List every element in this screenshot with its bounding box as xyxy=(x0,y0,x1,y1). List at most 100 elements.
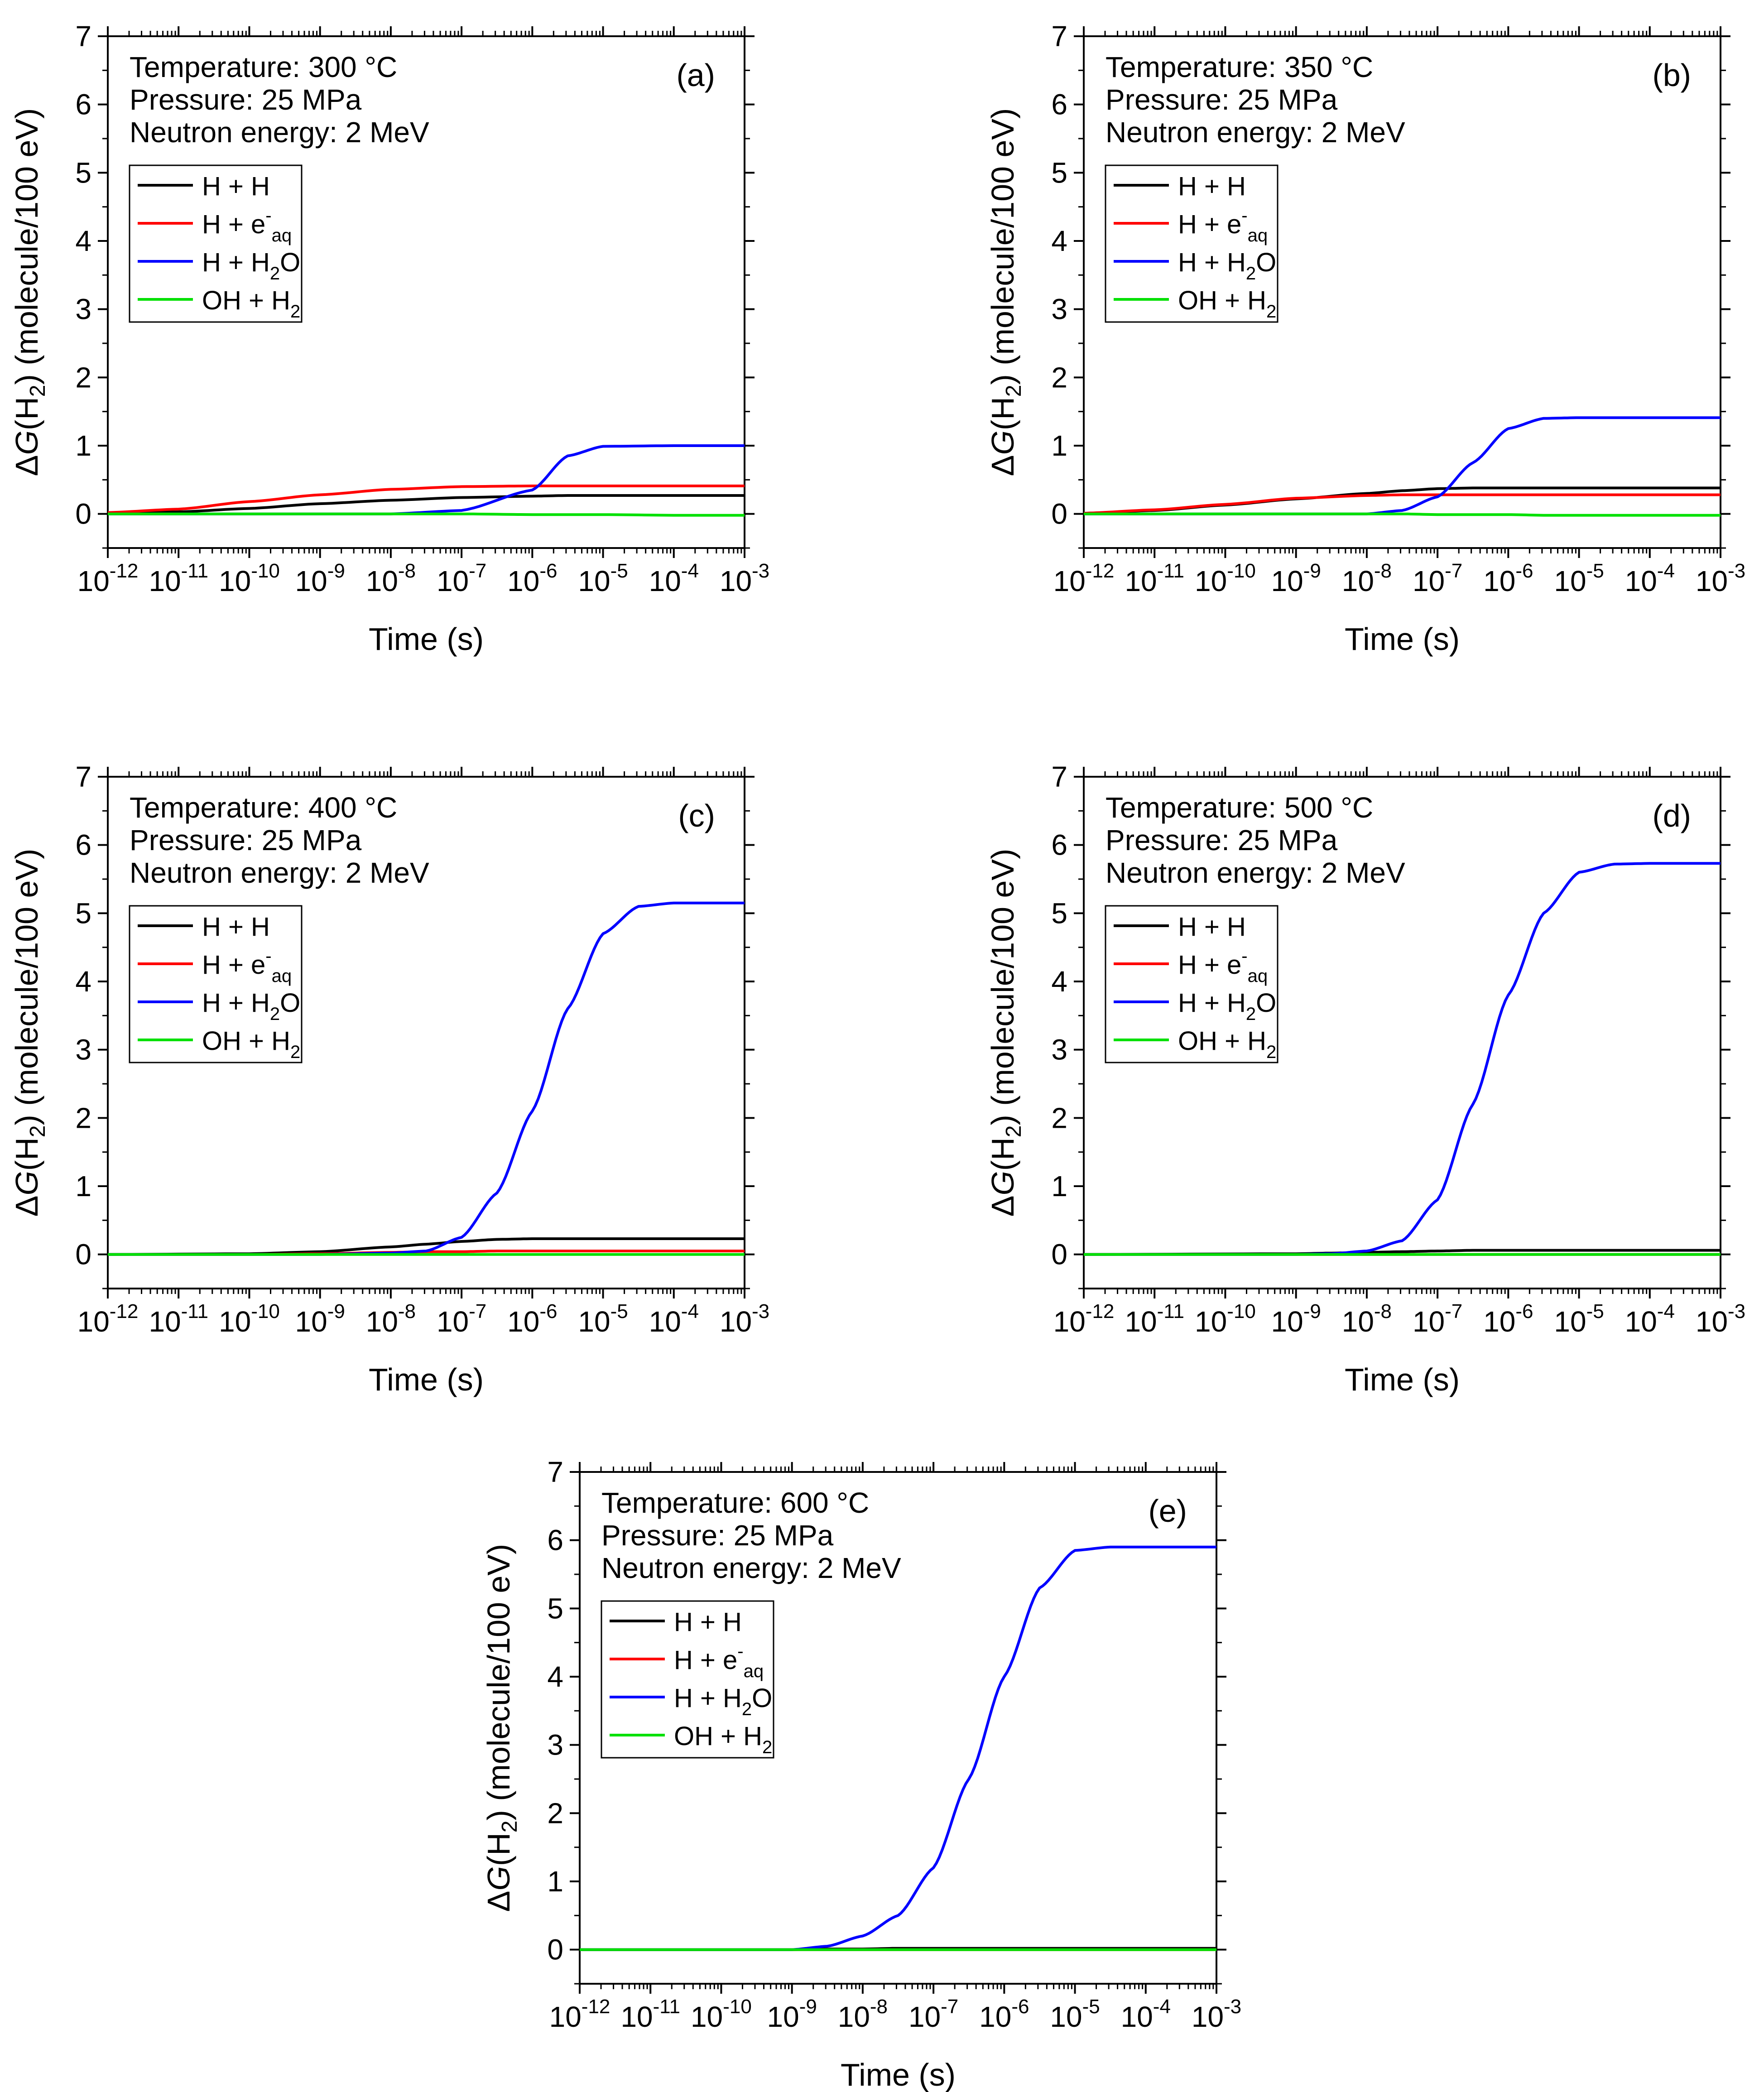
x-tick-label: 10-3 xyxy=(720,560,769,597)
annotation-line: Temperature: 300 °C xyxy=(130,51,397,83)
series-group xyxy=(580,1545,1216,1951)
y-axis-title: ΔG(H2) (molecule/100 eV) xyxy=(481,1544,522,1912)
legend-entry: H + H2O xyxy=(1178,988,1276,1024)
x-tick-label: 10-12 xyxy=(1053,560,1115,597)
y-tick-label: 6 xyxy=(547,1524,563,1557)
legend-entry: H + e-aq xyxy=(1178,206,1268,245)
x-tick-label: 10-10 xyxy=(219,560,280,597)
series-line-h-h2o xyxy=(1084,416,1721,515)
legend-entry: OH + H2 xyxy=(1178,286,1276,322)
y-tick-label: 0 xyxy=(75,1238,91,1271)
series-group xyxy=(1084,862,1721,1256)
annotation-line: Neutron energy: 2 MeV xyxy=(1106,116,1405,149)
legend-entry: H + e-aq xyxy=(674,1641,764,1681)
x-tick-label: 10-4 xyxy=(649,1300,699,1338)
y-axis-title: ΔG(H2) (molecule/100 eV) xyxy=(9,108,50,476)
chart-panel-e: 10-12 10-11 10-10 10-9 10-8 10-7 10-6 10-5 10-4 1… xyxy=(481,1456,1241,2092)
panel-label: (e) xyxy=(1148,1493,1187,1529)
y-tick-label: 5 xyxy=(1051,156,1067,189)
annotation-line: Pressure: 25 MPa xyxy=(601,1519,834,1552)
x-axis-title: Time (s) xyxy=(1345,1362,1460,1397)
x-tick-label: 10-6 xyxy=(1483,560,1533,597)
panel-label: (c) xyxy=(678,798,715,833)
x-tick-label: 10-10 xyxy=(1195,1300,1256,1338)
legend-entry: OH + H2 xyxy=(1178,1026,1276,1062)
y-tick-label: 0 xyxy=(1051,1238,1067,1271)
chart-panel-b: 10-12 10-11 10-10 10-9 10-8 10-7 10-6 10-5 10-4 1… xyxy=(985,20,1745,657)
y-axis-title: ΔG(H2) (molecule/100 eV) xyxy=(9,849,50,1217)
annotation-line: Temperature: 500 °C xyxy=(1106,791,1373,824)
y-tick-label: 3 xyxy=(547,1729,563,1761)
annotation-line: Neutron energy: 2 MeV xyxy=(130,856,429,889)
x-tick-label: 10-10 xyxy=(691,1996,752,2033)
y-tick-label: 7 xyxy=(75,20,91,53)
x-tick-label: 10-11 xyxy=(1125,1300,1184,1338)
y-tick-label: 1 xyxy=(75,1170,91,1202)
y-tick-label: 0 xyxy=(547,1933,563,1966)
y-tick-label: 2 xyxy=(75,361,91,394)
annotation-line: Neutron energy: 2 MeV xyxy=(601,1552,901,1584)
x-tick-label: 10-9 xyxy=(767,1996,817,2033)
y-tick-label: 6 xyxy=(75,88,91,121)
series-line-h-e-aq xyxy=(108,484,745,514)
legend-box xyxy=(601,1600,774,1759)
annotation-line: Pressure: 25 MPa xyxy=(1106,83,1338,116)
x-axis-title: Time (s) xyxy=(841,2057,956,2092)
y-tick-label: 6 xyxy=(1051,88,1067,121)
x-tick-label: 10-8 xyxy=(366,1300,416,1338)
x-tick-label: 10-11 xyxy=(1125,560,1184,597)
y-tick-label: 0 xyxy=(75,498,91,530)
series-line-h-e-aq xyxy=(1084,493,1721,515)
y-tick-label: 6 xyxy=(1051,829,1067,861)
annotation-line: Pressure: 25 MPa xyxy=(130,83,362,116)
legend-entry: H + e-aq xyxy=(1178,946,1268,986)
y-tick-label: 3 xyxy=(1051,293,1067,326)
x-tick-label: 10-7 xyxy=(908,1996,958,2033)
x-tick-label: 10-7 xyxy=(1413,1300,1462,1338)
legend-entry: H + H xyxy=(202,172,270,201)
y-tick-label: 4 xyxy=(547,1660,563,1693)
y-tick-label: 1 xyxy=(75,429,91,462)
annotation-line: Pressure: 25 MPa xyxy=(130,824,362,856)
x-tick-label: 10-4 xyxy=(1625,1300,1675,1338)
x-tick-label: 10-9 xyxy=(295,560,345,597)
x-tick-label: 10-9 xyxy=(1271,560,1321,597)
legend-entry: H + H xyxy=(202,912,270,942)
x-tick-label: 10-11 xyxy=(620,1996,680,2033)
y-tick-label: 4 xyxy=(75,225,91,257)
x-tick-label: 10-6 xyxy=(507,1300,557,1338)
legend-entry: H + H2O xyxy=(674,1683,772,1719)
legend-box xyxy=(129,164,303,323)
x-tick-label: 10-10 xyxy=(1195,560,1256,597)
x-tick-label: 10-3 xyxy=(1696,1300,1745,1338)
legend-entry: H + H2O xyxy=(202,988,300,1024)
y-tick-label: 7 xyxy=(1051,20,1067,53)
legend-entry: OH + H2 xyxy=(202,1026,300,1062)
series-group xyxy=(108,901,745,1256)
x-tick-label: 10-6 xyxy=(507,560,557,597)
series-line-h-h2o xyxy=(580,1545,1216,1951)
x-tick-label: 10-4 xyxy=(1121,1996,1171,2033)
panel-label: (d) xyxy=(1652,798,1691,833)
y-tick-label: 0 xyxy=(1051,498,1067,530)
x-tick-label: 10-12 xyxy=(1053,1300,1115,1338)
x-tick-label: 10-3 xyxy=(1192,1996,1241,2033)
x-tick-label: 10-8 xyxy=(1342,560,1392,597)
legend-entry: H + H xyxy=(674,1607,742,1637)
y-tick-label: 3 xyxy=(1051,1034,1067,1066)
x-tick-label: 10-7 xyxy=(437,1300,486,1338)
chart-panel-a: 10-12 10-11 10-10 10-9 10-8 10-7 10-6 10-5 10-4 1… xyxy=(9,20,769,657)
plot-frame xyxy=(579,1471,1217,1985)
series-group xyxy=(1084,416,1721,517)
y-tick-label: 2 xyxy=(1051,1101,1067,1134)
legend-entry: H + e-aq xyxy=(202,946,292,986)
y-tick-label: 1 xyxy=(547,1865,563,1898)
panel-label: (a) xyxy=(676,58,715,93)
x-tick-label: 10-9 xyxy=(1271,1300,1321,1338)
x-tick-label: 10-6 xyxy=(979,1996,1029,2033)
annotation-line: Pressure: 25 MPa xyxy=(1106,824,1338,856)
